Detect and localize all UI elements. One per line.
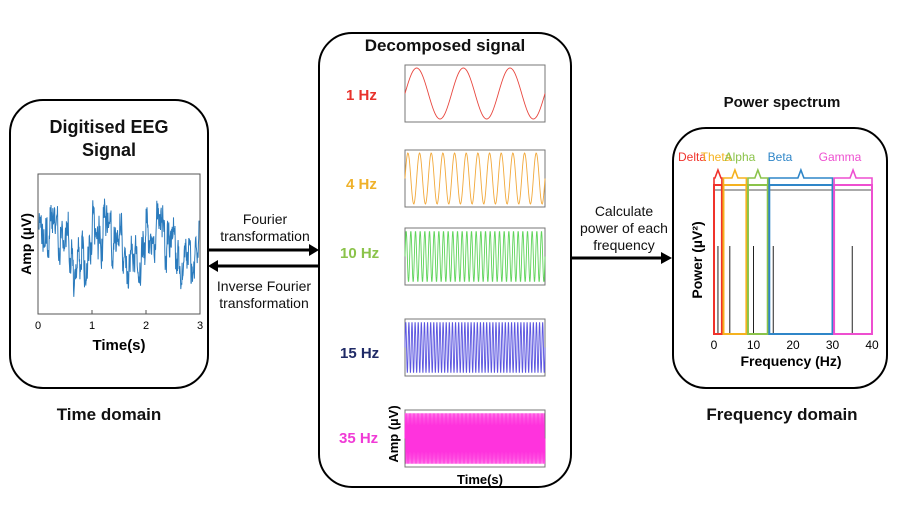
spectrum-xtick-label: 10 — [747, 338, 761, 352]
spectrum-xtick-label: 0 — [711, 338, 718, 352]
band-label-delta: Delta — [678, 150, 706, 164]
eeg-plot-frame — [37, 173, 201, 315]
eeg-ylabel: Amp (µV) — [18, 213, 34, 275]
spectrum-ylabel: Power (µV²) — [689, 221, 705, 298]
band-box-delta — [713, 184, 723, 335]
decomposed-title: Decomposed signal — [364, 36, 526, 55]
fourier-arrowhead — [309, 244, 319, 256]
sine-wave-4hz — [404, 152, 546, 205]
spectrum-xtick-label: 30 — [826, 338, 840, 352]
freq-label-35hz: 35 Hz — [339, 430, 379, 447]
fourier-label-line1: Fourier — [242, 211, 288, 227]
band-bracket-alpha — [747, 167, 769, 184]
band-box-alpha — [746, 184, 769, 335]
band-label-theta: Theta — [701, 150, 732, 164]
spectrum-xtick-label: 40 — [865, 338, 879, 352]
freq-label-1hz: 1 Hz — [346, 87, 377, 104]
freq-label-15hz: 15 Hz — [340, 345, 380, 362]
freq-label-4hz: 4 Hz — [346, 176, 377, 193]
eeg-title-line2: Signal — [81, 140, 136, 160]
power-arrow-svg — [572, 252, 672, 264]
fourier-label-line2: transformation — [220, 228, 310, 244]
band-bracket-beta — [768, 167, 834, 184]
power-spectrum-title: Power spectrum — [723, 94, 841, 111]
eeg-xtick-label: 0 — [35, 320, 41, 332]
time-domain-caption: Time domain — [56, 405, 162, 424]
spectrum-xtick-label: 20 — [786, 338, 800, 352]
freq-label-10hz: 10 Hz — [340, 245, 380, 262]
band-box-gamma — [833, 184, 873, 335]
inverse-label-line2: transformation — [219, 295, 309, 311]
band-label-gamma: Gamma — [819, 150, 862, 164]
inverse-label-line1: Inverse Fourier — [216, 278, 312, 294]
spectrum-xlabel: Frequency (Hz) — [740, 353, 841, 369]
eeg-xlabel: Time(s) — [92, 337, 145, 354]
band-label-alpha: Alpha — [725, 150, 756, 164]
eeg-title-line1: Digitised EEG — [49, 117, 169, 137]
decomposed-plots: Amp (µV) Time(s) — [386, 64, 546, 487]
eeg-xtick-label: 1 — [89, 320, 95, 332]
band-box-theta — [722, 184, 748, 335]
frequency-domain-caption: Frequency domain — [706, 405, 858, 424]
band-label-beta: Beta — [768, 150, 793, 164]
decomposed-ylabel: Amp (µV) — [386, 405, 401, 462]
sine-wave-1hz — [404, 67, 546, 120]
band-box-beta — [768, 184, 834, 335]
spectrum-plot-frame — [713, 189, 873, 335]
sine-wave-10hz — [404, 231, 546, 282]
band-bracket-theta — [722, 167, 748, 184]
band-bracket-delta — [713, 167, 723, 184]
eeg-xtick-label: 2 — [143, 320, 149, 332]
sine-wave-35hz — [404, 413, 546, 464]
band-bracket-gamma — [833, 167, 873, 184]
power-arrowhead — [661, 252, 672, 264]
eeg-xtick-label: 3 — [197, 320, 203, 332]
eeg-signal-plot: 0 1 2 3 Amp (µV) Time(s) — [18, 173, 203, 354]
power-label-line3: frequency — [593, 237, 655, 253]
power-label-line2: power of each — [580, 220, 668, 236]
decomposed-xlabel: Time(s) — [457, 472, 503, 487]
power-label-line1: Calculate — [594, 203, 654, 219]
eeg-waveform — [38, 198, 200, 297]
fourier-arrows — [207, 244, 319, 272]
inverse-fourier-arrowhead — [208, 260, 218, 272]
sine-wave-15hz — [404, 322, 546, 373]
